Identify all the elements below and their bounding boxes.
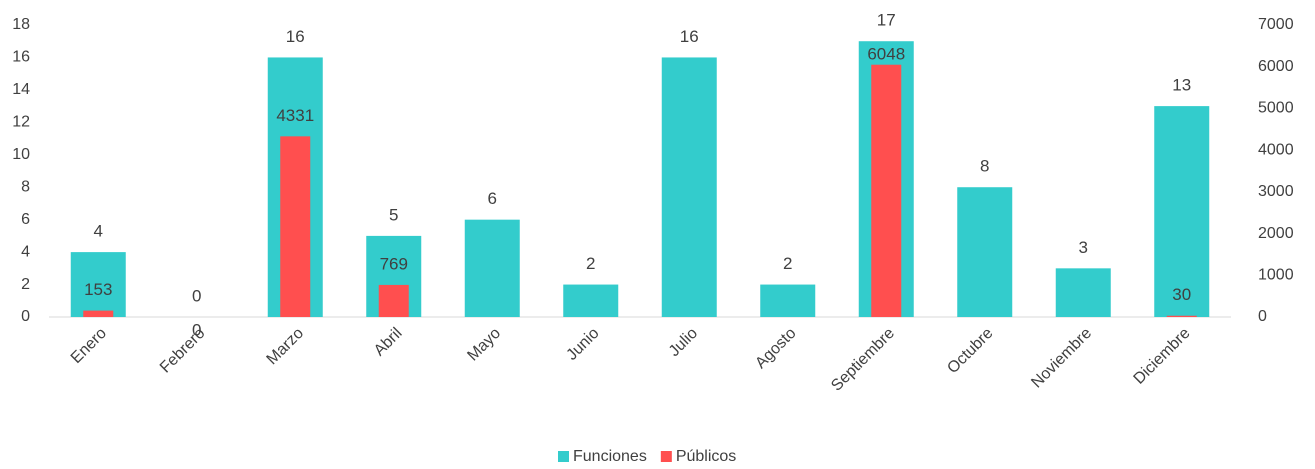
y2-tick-label: 1000 [1258,267,1294,284]
data-label: 17 [877,11,896,30]
data-label: 4331 [276,106,314,125]
y-tick-label: 0 [21,308,30,325]
y2-tick-label: 4000 [1258,141,1294,158]
y2-tick-label: 6000 [1258,58,1294,75]
legend-label: Funciones [573,448,647,465]
legend-swatch [660,451,672,462]
bar [83,310,114,317]
data-label: 6048 [867,45,905,64]
bar [378,284,409,317]
data-label: 16 [286,27,305,46]
bar [661,57,717,317]
legend-label: Públicos [676,448,736,465]
bar [957,187,1013,317]
x-tick-label: Noviembre [1028,325,1095,392]
data-label: 30 [1172,285,1191,304]
x-tick-label: Julio [666,325,701,360]
y-tick-label: 18 [12,16,30,33]
x-tick-label: Marzo [264,325,308,369]
bar [464,219,520,317]
data-label: 0 [192,320,201,339]
bar [70,252,126,317]
bar [563,284,619,317]
y2-tick-label: 2000 [1258,225,1294,242]
y2-tick-label: 7000 [1258,16,1294,33]
data-label: 0 [192,286,201,305]
data-label: 769 [380,254,408,273]
x-tick-label: Enero [68,325,110,367]
x-tick-label: Junio [563,325,602,364]
data-label: 153 [84,280,112,299]
bar [1055,268,1111,317]
x-tick-label: Diciembre [1131,325,1194,388]
x-tick-label: Mayo [464,325,504,365]
x-tick-label: Septiembre [828,325,898,395]
bar [760,284,816,317]
data-label: 16 [680,27,699,46]
data-label: 3 [1079,238,1088,257]
legend-swatch [558,451,569,462]
y-tick-label: 2 [21,276,30,293]
data-label: 2 [783,254,792,273]
data-label: 13 [1172,76,1191,95]
y2-tick-label: 5000 [1258,100,1294,117]
y-tick-label: 4 [21,243,30,260]
x-tick-label: Abril [371,325,406,360]
y-tick-label: 8 [21,178,30,195]
y2-tick-label: 0 [1258,308,1267,325]
data-label: 4 [94,222,103,241]
bar [280,136,311,317]
bar [871,64,902,317]
y-tick-label: 14 [12,81,30,98]
data-label: 8 [980,157,989,176]
y-tick-label: 10 [12,146,30,163]
y-tick-label: 12 [12,114,30,131]
data-label: 2 [586,254,595,273]
x-tick-label: Agosto [752,325,799,372]
data-label: 5 [389,205,398,224]
data-label: 6 [488,189,497,208]
bar [1166,315,1197,317]
bar [1154,106,1210,317]
x-tick-label: Octubre [944,325,996,377]
y-tick-label: 16 [12,49,30,66]
y-tick-label: 6 [21,211,30,228]
y2-tick-label: 3000 [1258,183,1294,200]
